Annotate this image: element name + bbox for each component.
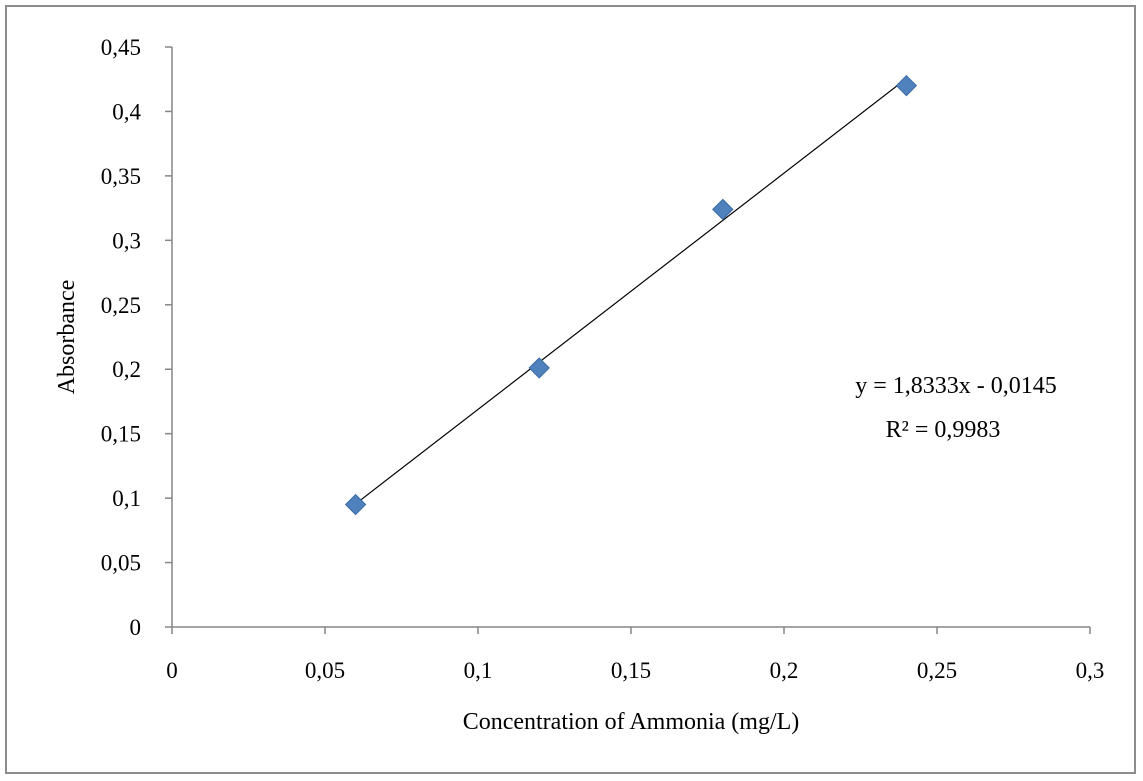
y-tick-label: 0,1 — [112, 486, 141, 511]
y-tick-label: 0,2 — [112, 357, 141, 382]
ticks-layer: 0 0,05 0,1 0,15 0,2 0,25 0,3 0,35 0,4 0,45 0 0,05 0,… — [101, 35, 1105, 683]
trendline-r-squared: R² = 0,9983 — [886, 417, 1001, 443]
x-tick-label: 0,15 — [611, 658, 651, 683]
data-point — [528, 357, 550, 379]
data-point — [344, 493, 367, 516]
x-tick-label: 0,1 — [464, 658, 493, 683]
y-axis-title: Absorbance — [54, 280, 80, 395]
chart-frame — [5, 5, 1136, 774]
data-points-layer — [344, 74, 918, 516]
x-tick-label: 0 — [166, 658, 178, 683]
y-tick-label: 0,35 — [101, 164, 141, 189]
x-axis-title: Concentration of Ammonia (mg/L) — [463, 709, 800, 735]
trendline-equation: y = 1,8333x - 0,0145 — [855, 373, 1057, 399]
x-tick-label: 0,05 — [305, 658, 345, 683]
y-tick-label: 0,4 — [112, 99, 141, 124]
axes-layer — [171, 47, 1090, 628]
x-tick-label: 0,3 — [1076, 658, 1105, 683]
data-point — [895, 74, 918, 97]
x-tick-label: 0,25 — [917, 658, 957, 683]
x-tick-label: 0,2 — [770, 658, 799, 683]
y-tick-label: 0,15 — [101, 422, 141, 447]
y-tick-label: 0 — [130, 615, 142, 640]
data-point — [712, 198, 734, 221]
y-tick-label: 0,25 — [101, 293, 141, 318]
y-tick-label: 0,45 — [101, 35, 141, 60]
y-tick-label: 0,05 — [101, 551, 141, 576]
trendline-layer — [355, 78, 907, 505]
trendline — [355, 78, 907, 505]
y-tick-label: 0,3 — [112, 228, 141, 253]
